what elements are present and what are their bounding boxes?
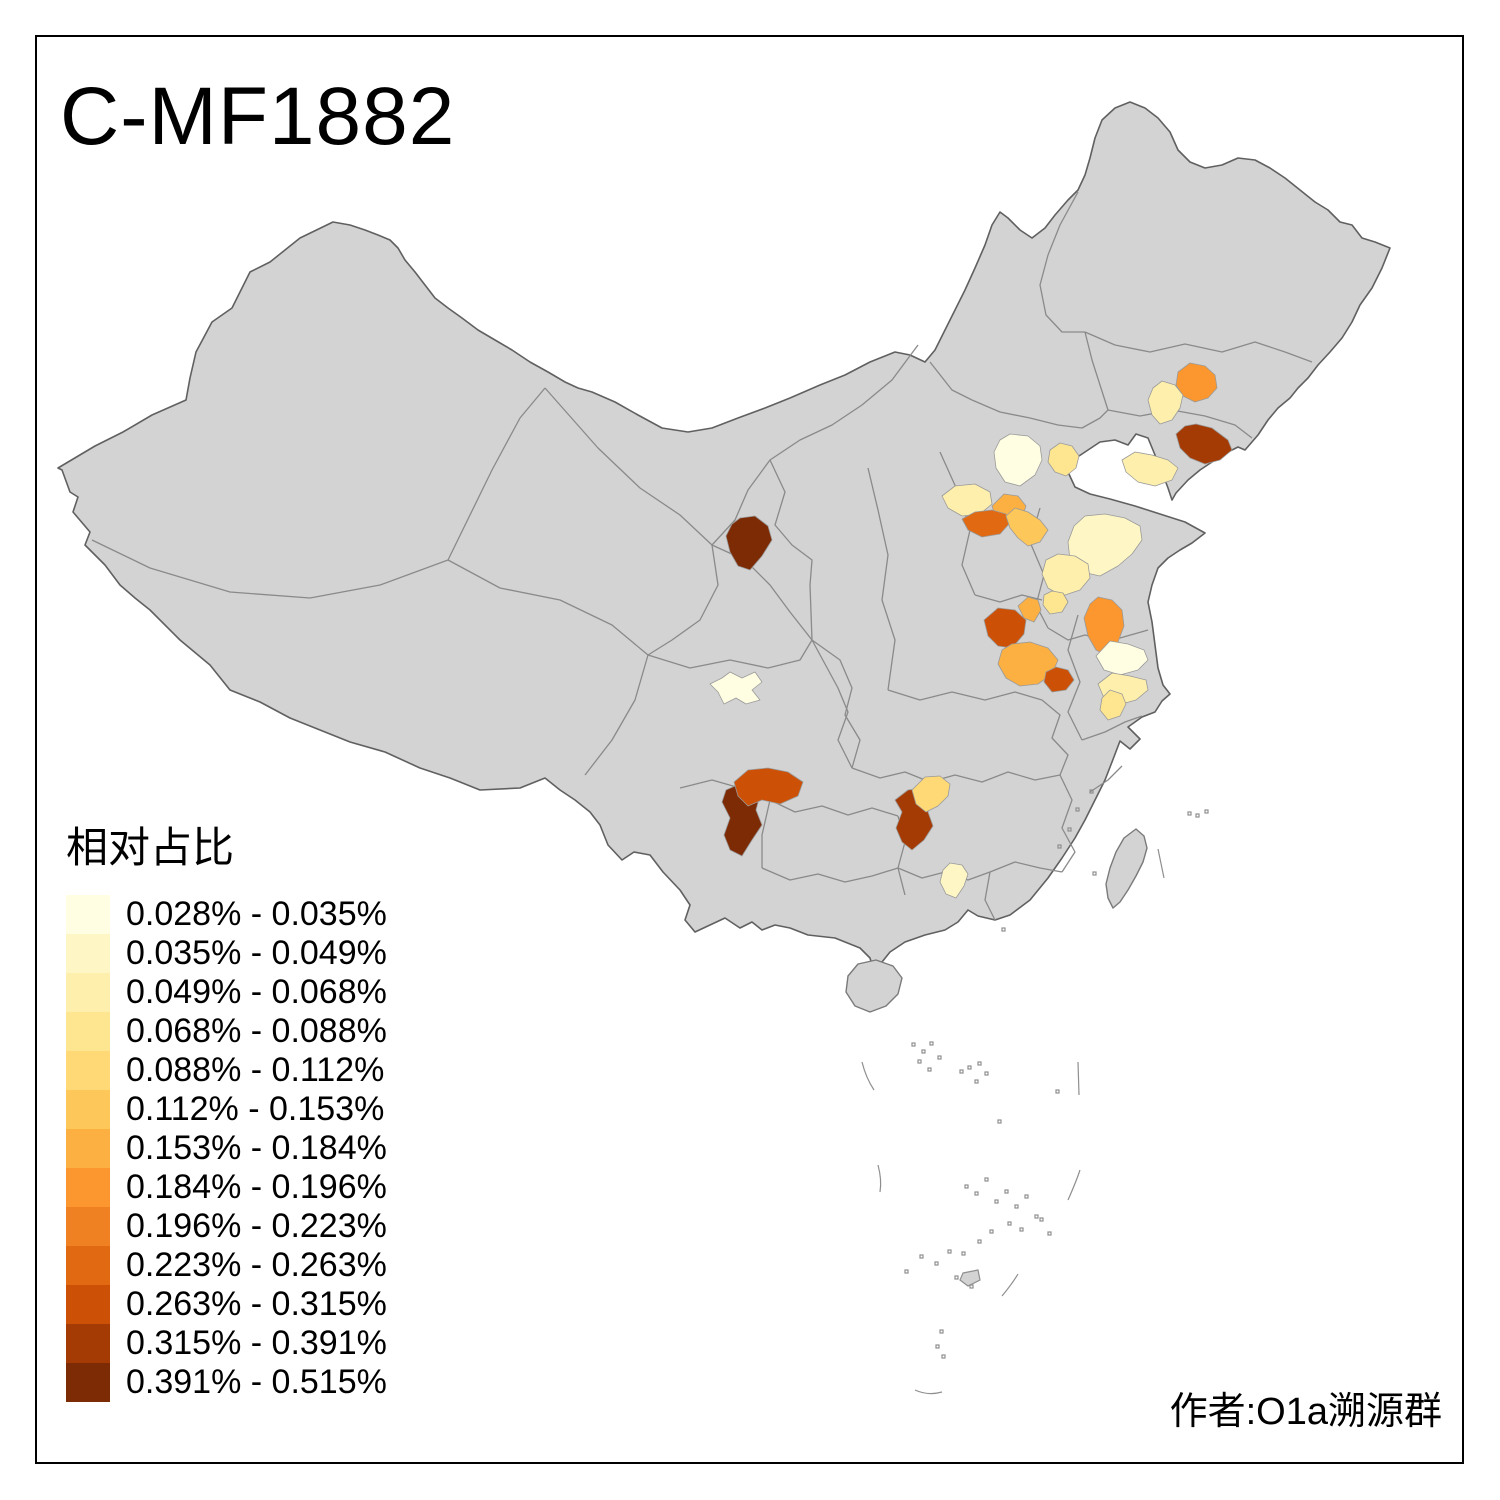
- map-region: [1042, 590, 1069, 615]
- legend-row: 0.049% - 0.068%: [66, 973, 387, 1012]
- legend-swatch: [66, 973, 110, 1012]
- legend-swatch: [66, 1363, 110, 1402]
- map-region: [1147, 380, 1184, 425]
- legend-swatch: [66, 1324, 110, 1363]
- map-region: [733, 767, 804, 807]
- legend-row: 0.223% - 0.263%: [66, 1246, 387, 1285]
- legend-swatch: [66, 934, 110, 973]
- legend-label: 0.196% - 0.223%: [126, 1207, 387, 1245]
- legend-label: 0.315% - 0.391%: [126, 1324, 387, 1362]
- map-region: [1067, 513, 1143, 577]
- map-region: [709, 671, 763, 705]
- map-region: [939, 862, 969, 899]
- map-region: [1041, 553, 1091, 597]
- legend-label: 0.112% - 0.153%: [126, 1090, 385, 1128]
- map-region: [911, 775, 951, 813]
- map-region: [1175, 362, 1218, 403]
- legend-label: 0.153% - 0.184%: [126, 1129, 387, 1167]
- map-region: [1095, 640, 1149, 676]
- legend-label: 0.184% - 0.196%: [126, 1168, 387, 1206]
- legend-swatch: [66, 1246, 110, 1285]
- legend-row: 0.153% - 0.184%: [66, 1129, 387, 1168]
- map-region: [1099, 689, 1127, 721]
- legend-row: 0.184% - 0.196%: [66, 1168, 387, 1207]
- legend-row: 0.068% - 0.088%: [66, 1012, 387, 1051]
- choropleth-regions: [709, 362, 1233, 899]
- legend-swatch: [66, 1207, 110, 1246]
- legend-label: 0.035% - 0.049%: [126, 934, 387, 972]
- map-region: [1043, 666, 1075, 693]
- legend-swatch: [66, 1090, 110, 1129]
- south-china-sea-islands: [861, 789, 1209, 1395]
- legend-swatch: [66, 1051, 110, 1090]
- legend-label: 0.028% - 0.035%: [126, 895, 387, 933]
- legend-row: 0.088% - 0.112%: [66, 1051, 387, 1090]
- legend-row: 0.196% - 0.223%: [66, 1207, 387, 1246]
- legend-swatch: [66, 1129, 110, 1168]
- legend-row: 0.035% - 0.049%: [66, 934, 387, 973]
- attribution: 作者:O1a溯源群: [1169, 1391, 1442, 1433]
- map-region: [1121, 451, 1179, 487]
- taiwan-island: [1105, 828, 1148, 909]
- legend-row: 0.263% - 0.315%: [66, 1285, 387, 1324]
- islet-specks: [904, 789, 1209, 1359]
- legend-swatch: [66, 1168, 110, 1207]
- map-region: [997, 641, 1059, 687]
- legend-label: 0.223% - 0.263%: [126, 1246, 387, 1284]
- legend-row: 0.112% - 0.153%: [66, 1090, 387, 1129]
- legend-row: 0.028% - 0.035%: [66, 895, 387, 934]
- legend-swatch: [66, 1285, 110, 1324]
- map-region: [1005, 507, 1049, 547]
- legend: 相对占比 0.028% - 0.035% 0.035% - 0.049% 0.049…: [66, 814, 387, 1402]
- legend-row: 0.391% - 0.515%: [66, 1363, 387, 1402]
- hainan-island: [845, 959, 903, 1013]
- map-region: [1175, 423, 1233, 465]
- legend-label: 0.263% - 0.315%: [126, 1285, 387, 1323]
- map-region: [1017, 596, 1042, 623]
- legend-swatch: [66, 895, 110, 934]
- map-region: [993, 433, 1043, 487]
- legend-label: 0.088% - 0.112%: [126, 1051, 385, 1089]
- legend-row: 0.315% - 0.391%: [66, 1324, 387, 1363]
- legend-title: 相对占比: [66, 824, 235, 871]
- legend-rows: 0.028% - 0.035% 0.035% - 0.049% 0.049% - 0…: [66, 895, 387, 1402]
- legend-label: 0.391% - 0.515%: [126, 1363, 387, 1401]
- page-title: C-MF1882: [60, 71, 456, 162]
- legend-label: 0.068% - 0.088%: [126, 1012, 387, 1050]
- map-region: [1047, 442, 1080, 477]
- legend-label: 0.049% - 0.068%: [126, 973, 387, 1011]
- china-mainland: [57, 101, 1391, 976]
- legend-swatch: [66, 1012, 110, 1051]
- map-region: [725, 515, 773, 571]
- map-region: [961, 509, 1010, 538]
- map-frame-border: [35, 35, 1464, 1464]
